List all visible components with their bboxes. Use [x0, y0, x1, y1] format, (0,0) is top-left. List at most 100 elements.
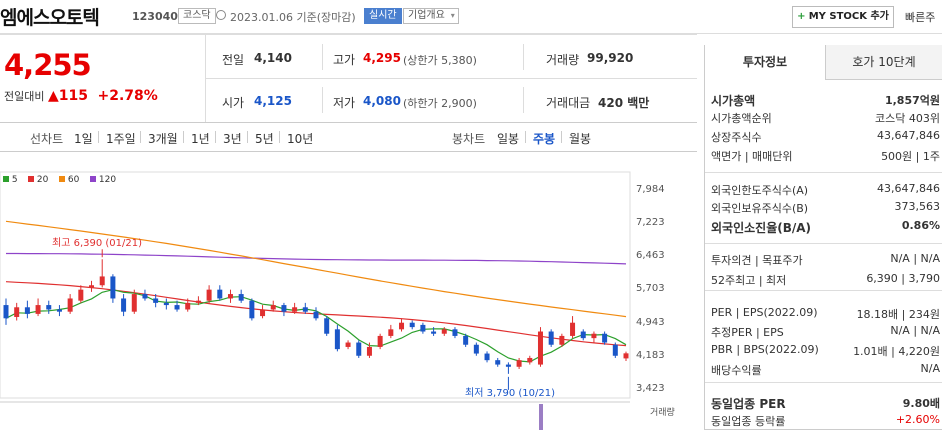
high-label: 고가 — [333, 53, 356, 67]
candle-body — [3, 305, 9, 319]
tab-invest-info[interactable]: 투자정보 — [705, 45, 825, 80]
quick-menu-link[interactable]: 빠른주 — [905, 11, 936, 24]
info-row-value: N/A | N/A — [890, 252, 940, 265]
info-row-value: 6,390 | 3,790 — [866, 272, 940, 285]
info-row-value: 500원 | 1주 — [881, 150, 940, 163]
info-row-value: 373,563 — [894, 200, 941, 213]
high-annotation: 최고 6,390 (01/21) — [52, 238, 143, 249]
separator — [215, 131, 216, 143]
candle-body — [366, 346, 372, 356]
info-row-label: 투자의견 | 목표주가 — [711, 254, 803, 267]
period-bar — [0, 122, 697, 152]
candle-body — [46, 305, 52, 310]
period-1y[interactable]: 1년 — [191, 132, 210, 146]
candle-body — [537, 331, 543, 365]
divider — [0, 34, 697, 35]
candle-body — [206, 289, 212, 301]
candle-body — [484, 353, 490, 361]
candle-daily[interactable]: 일봉 — [497, 132, 520, 146]
realtime-button[interactable]: 실시간 — [364, 8, 402, 24]
y-tick: 7,223 — [636, 217, 665, 228]
y-tick: 5,703 — [636, 283, 665, 294]
separator — [525, 131, 526, 143]
low-label: 저가 — [333, 96, 356, 110]
overview-label: 기업개요 — [408, 10, 445, 21]
legend-ma60: 60 — [59, 175, 79, 185]
y-tick: 6,463 — [636, 250, 665, 261]
candle-body — [270, 305, 276, 310]
divider — [705, 290, 942, 291]
separator — [279, 131, 280, 143]
candle-body — [110, 276, 116, 299]
up-triangle-icon: ▲ — [47, 88, 59, 104]
volume-label: 거래량 — [546, 53, 580, 67]
info-row-label: PBR | BPS(2022.09) — [711, 343, 819, 356]
legend-ma5: 5 — [3, 175, 18, 185]
plot-frame — [0, 171, 631, 399]
separator — [98, 131, 99, 143]
candle-body — [527, 357, 533, 363]
candle-body — [185, 302, 191, 310]
candle-body — [602, 333, 608, 343]
ma5-line — [5, 289, 627, 363]
info-row-label: 52주최고 | 최저 — [711, 274, 787, 287]
overview-dropdown[interactable]: 기업개요 ▾ — [403, 8, 459, 24]
divider — [322, 44, 323, 70]
stock-code: 123040 — [132, 10, 178, 23]
candle-body — [570, 322, 576, 336]
price-chart[interactable] — [0, 152, 697, 430]
candle-body — [281, 305, 287, 312]
add-mystock-button[interactable]: + MY STOCK 추가 — [792, 6, 894, 28]
info-row-label: 외국인한도주식수(A) — [711, 184, 809, 197]
info-row-value: 0.86% — [901, 219, 940, 232]
candle-body — [174, 305, 180, 310]
lower-limit: (하한가 2,900) — [403, 97, 477, 110]
info-row-label: 시가총액 — [711, 94, 756, 108]
candle-body — [548, 331, 554, 345]
line-chart-label: 선차트 — [30, 132, 64, 146]
period-1w[interactable]: 1주일 — [106, 132, 136, 146]
date-text: 2023.01.06 기준(장마감) — [230, 11, 356, 24]
candle-body — [238, 294, 244, 301]
y-tick: 4,183 — [636, 350, 665, 361]
period-1d[interactable]: 1일 — [74, 132, 93, 146]
candle-body — [516, 360, 522, 367]
candle-body — [142, 294, 148, 299]
period-3y[interactable]: 3년 — [223, 132, 242, 146]
divider — [705, 243, 942, 244]
period-10y[interactable]: 10년 — [287, 132, 314, 146]
legend-label: 60 — [67, 175, 80, 185]
candle-monthly[interactable]: 월봉 — [569, 132, 592, 146]
candle-body — [78, 289, 84, 301]
legend-ma120: 120 — [90, 175, 116, 185]
info-row-value: N/A | N/A — [890, 324, 940, 337]
volume-value: 99,920 — [587, 51, 634, 65]
candle-body — [591, 333, 597, 339]
tab-hoga[interactable]: 호가 10단계 — [825, 45, 942, 80]
candle-body — [217, 289, 223, 299]
y-tick: 4,943 — [636, 317, 665, 328]
info-row-value: 코스닥 403위 — [875, 112, 940, 125]
divider — [523, 44, 524, 70]
candle-body — [356, 342, 362, 356]
period-5y[interactable]: 5년 — [255, 132, 274, 146]
legend-swatch — [90, 176, 96, 182]
candle-body — [324, 318, 330, 334]
info-row-label: 외국인소진율(B/A) — [711, 221, 812, 235]
candle-body — [14, 307, 20, 317]
candle-body — [420, 324, 426, 332]
candle-body — [334, 329, 340, 350]
legend-swatch — [59, 176, 65, 182]
low-annotation: 최저 3,790 (10/21) — [465, 388, 556, 399]
info-row-label: 시가총액순위 — [711, 112, 772, 125]
info-row-label: 배당수익률 — [711, 364, 762, 377]
candle-body — [559, 335, 565, 345]
info-row-value: 1,857억원 — [884, 94, 940, 107]
info-row-label: 외국인보유주식수(B) — [711, 202, 809, 215]
candle-body — [99, 276, 105, 286]
candle-weekly[interactable]: 주봉 — [533, 132, 556, 146]
divider — [705, 172, 942, 173]
info-row-value: 9.80배 — [902, 397, 940, 410]
period-3m[interactable]: 3개월 — [148, 132, 178, 146]
info-row-value: 1.01배 | 4,220원 — [853, 345, 940, 358]
